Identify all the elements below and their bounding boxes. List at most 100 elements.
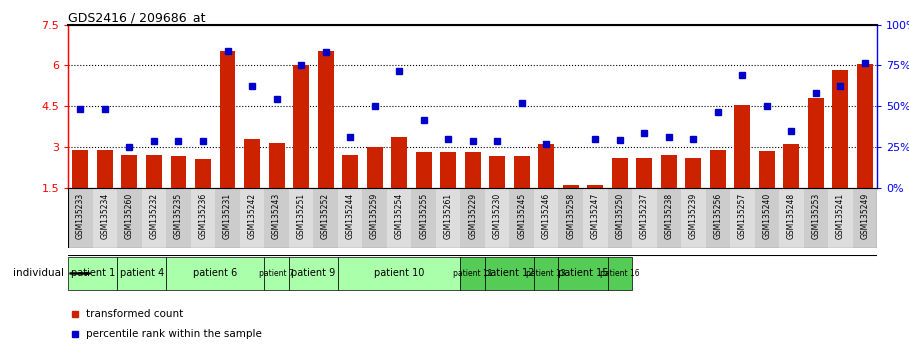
Bar [338, 188, 363, 248]
Bar [366, 147, 383, 188]
Bar [342, 155, 358, 188]
Text: patient 15: patient 15 [558, 268, 608, 279]
Bar [215, 188, 240, 248]
Bar [73, 150, 88, 188]
Text: GSM135229: GSM135229 [468, 193, 477, 239]
Text: GSM135240: GSM135240 [763, 193, 772, 239]
Text: patient 1: patient 1 [71, 268, 115, 279]
Bar [563, 185, 579, 188]
Bar [636, 158, 653, 188]
Text: GSM135232: GSM135232 [149, 193, 158, 239]
Text: GSM135247: GSM135247 [591, 193, 600, 239]
Bar [833, 69, 848, 188]
Bar [117, 257, 166, 290]
Text: GSM135246: GSM135246 [542, 193, 551, 239]
Bar [268, 143, 285, 188]
Text: patient 11: patient 11 [453, 269, 493, 278]
Bar [534, 188, 558, 248]
Text: patient 10: patient 10 [374, 268, 425, 279]
Text: GSM135254: GSM135254 [395, 193, 404, 239]
Bar [681, 188, 705, 248]
Bar [558, 257, 607, 290]
Bar [514, 156, 530, 188]
Bar [97, 150, 113, 188]
Bar [265, 188, 289, 248]
Text: GSM135260: GSM135260 [125, 193, 134, 239]
Bar [587, 185, 604, 188]
Bar [734, 105, 750, 188]
Text: GSM135241: GSM135241 [836, 193, 844, 239]
Text: GSM135238: GSM135238 [664, 193, 674, 239]
Text: GSM135248: GSM135248 [787, 193, 796, 239]
Text: patient 16: patient 16 [600, 269, 640, 278]
Text: patient 7: patient 7 [259, 269, 294, 278]
Text: patient 13: patient 13 [526, 269, 566, 278]
Text: GSM135252: GSM135252 [321, 193, 330, 239]
Bar [808, 98, 824, 188]
Bar [759, 151, 774, 188]
Bar [220, 51, 235, 188]
Bar [146, 155, 162, 188]
Bar [784, 144, 799, 188]
Bar [436, 188, 461, 248]
Bar [195, 159, 211, 188]
Text: GSM135235: GSM135235 [174, 193, 183, 239]
Text: GSM135231: GSM135231 [223, 193, 232, 239]
Bar [804, 188, 828, 248]
Text: GSM135257: GSM135257 [738, 193, 747, 239]
Text: GDS2416 / 209686_at: GDS2416 / 209686_at [68, 11, 205, 24]
Bar [363, 188, 387, 248]
Text: GSM135239: GSM135239 [689, 193, 698, 239]
Text: GSM135230: GSM135230 [493, 193, 502, 239]
Bar [461, 257, 484, 290]
Bar [338, 257, 461, 290]
Bar [509, 188, 534, 248]
Bar [661, 155, 677, 188]
Text: individual: individual [13, 268, 64, 279]
Bar [558, 188, 583, 248]
Bar [440, 152, 456, 188]
Text: GSM135255: GSM135255 [419, 193, 428, 239]
Bar [289, 188, 314, 248]
Bar [289, 257, 338, 290]
Bar [171, 156, 186, 188]
Text: patient 4: patient 4 [120, 268, 164, 279]
Bar [317, 51, 334, 188]
Bar [484, 257, 534, 290]
Bar [538, 144, 554, 188]
Text: GSM135253: GSM135253 [812, 193, 821, 239]
Bar [754, 188, 779, 248]
Bar [656, 188, 681, 248]
Bar [583, 188, 607, 248]
Text: GSM135243: GSM135243 [272, 193, 281, 239]
Text: patient 6: patient 6 [193, 268, 237, 279]
Text: GSM135250: GSM135250 [615, 193, 624, 239]
Bar [245, 139, 260, 188]
Bar [710, 150, 725, 188]
Text: percentile rank within the sample: percentile rank within the sample [86, 329, 262, 339]
Bar [779, 188, 804, 248]
Text: GSM135234: GSM135234 [101, 193, 109, 239]
Bar [166, 188, 191, 248]
Text: GSM135237: GSM135237 [640, 193, 649, 239]
Bar [534, 257, 558, 290]
Bar [191, 188, 215, 248]
Bar [612, 158, 628, 188]
Bar [122, 155, 137, 188]
Bar [857, 64, 873, 188]
Bar [387, 188, 412, 248]
Text: GSM135249: GSM135249 [861, 193, 869, 239]
Text: GSM135236: GSM135236 [198, 193, 207, 239]
Text: patient 9: patient 9 [291, 268, 335, 279]
Bar [117, 188, 142, 248]
Text: GSM135258: GSM135258 [566, 193, 575, 239]
Bar [314, 188, 338, 248]
Bar [853, 188, 877, 248]
Text: GSM135261: GSM135261 [444, 193, 453, 239]
Text: GSM135256: GSM135256 [714, 193, 723, 239]
Bar [391, 137, 407, 188]
Text: transformed count: transformed count [86, 309, 184, 319]
Bar [461, 188, 484, 248]
Bar [685, 158, 701, 188]
Bar [68, 188, 93, 248]
